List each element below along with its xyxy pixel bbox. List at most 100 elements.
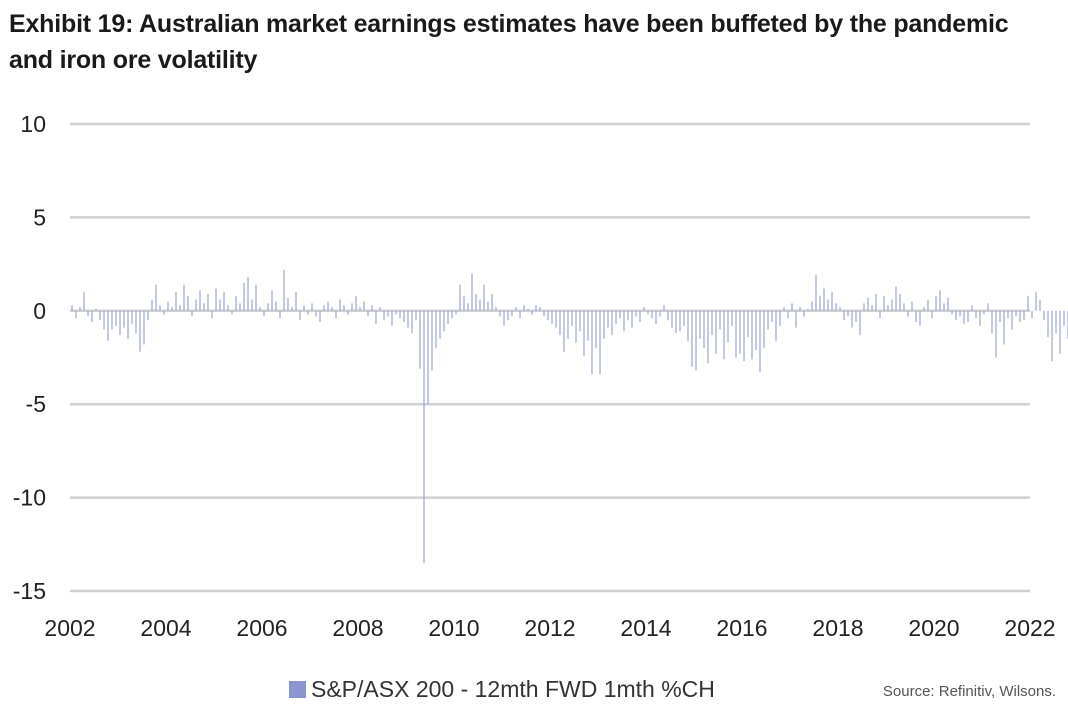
bar [375,310,377,324]
bar [95,308,97,311]
bar [159,305,161,311]
bar [387,310,389,317]
bar [711,310,713,336]
bar [1031,310,1033,319]
bar [475,293,477,311]
bar [1011,310,1013,330]
x-tick-label: 2022 [1004,615,1055,641]
bar [743,310,745,362]
bar [667,310,669,321]
bar [643,307,645,311]
bar [627,310,629,321]
bar [903,303,905,311]
bar [927,299,929,311]
bar [911,301,913,311]
bar [815,275,817,311]
bar [1055,310,1057,334]
bar [663,305,665,311]
bar [611,310,613,336]
bar [851,310,853,328]
bar [115,310,117,326]
bar [251,299,253,311]
bar [715,310,717,354]
bar [83,292,85,311]
bar [671,310,673,328]
bar [219,299,221,311]
bar [1007,310,1009,319]
x-axis-ticks: 2002 2004 2006 2008 2010 2012 2014 2016 2018 2020… [44,615,1055,641]
bar [823,288,825,311]
bar [835,303,837,311]
bar [403,310,405,323]
bar [1023,310,1025,321]
chart-title: Exhibit 19: Australian market earnings e… [9,10,1009,74]
bar [923,307,925,311]
bar [135,310,137,334]
y-tick-label: 5 [33,204,46,230]
bar [463,295,465,311]
y-tick-label: 0 [33,298,46,324]
bar [143,310,145,345]
y-axis-ticks: 10 5 0 -5 -10 -15 [13,111,46,604]
x-tick-label: 2012 [524,615,575,641]
bar [967,310,969,323]
bar [379,307,381,311]
bar [963,310,965,324]
legend: S&P/ASX 200 - 12mth FWD 1mth %CH [289,676,715,703]
bar [343,305,345,311]
bar [259,307,261,311]
bar [439,310,441,339]
y-tick-label: -5 [26,391,46,417]
bar [119,310,121,336]
bar [1043,310,1045,321]
bar [79,307,81,311]
bar [423,310,425,563]
bar [551,310,553,324]
bar [351,303,353,311]
bar [839,307,841,311]
bar [255,284,257,311]
bar [579,310,581,332]
bar [275,301,277,311]
bar [951,310,953,315]
bar [775,310,777,341]
bar [719,310,721,330]
bar [799,307,801,311]
bar [131,310,133,324]
bar [427,310,429,405]
bar [983,310,985,315]
bar [955,310,957,321]
bar [639,310,641,323]
bar [571,310,573,326]
bar [187,295,189,311]
x-tick-label: 2014 [620,615,671,641]
bar [347,310,349,315]
bar [523,305,525,311]
x-tick-label: 2006 [236,615,287,641]
bar [871,305,873,311]
bar [99,310,101,321]
bar [763,310,765,349]
bar [999,310,1001,323]
bar [647,310,649,315]
bar [327,301,329,311]
bar [843,310,845,321]
bar [747,310,749,337]
bar [751,310,753,360]
bar [1035,292,1037,311]
bar [539,307,541,311]
bar [407,310,409,328]
source-note: Source: Refinitiv, Wilsons. [882,683,1056,700]
bar [767,310,769,330]
bar [323,305,325,311]
y-tick-label: -10 [13,485,46,511]
bar [303,305,305,311]
bar [111,310,113,330]
bar [455,310,457,315]
bar [935,295,937,311]
bar-series [71,269,1068,563]
bar [995,310,997,358]
bar [399,310,401,319]
bar [231,310,233,315]
